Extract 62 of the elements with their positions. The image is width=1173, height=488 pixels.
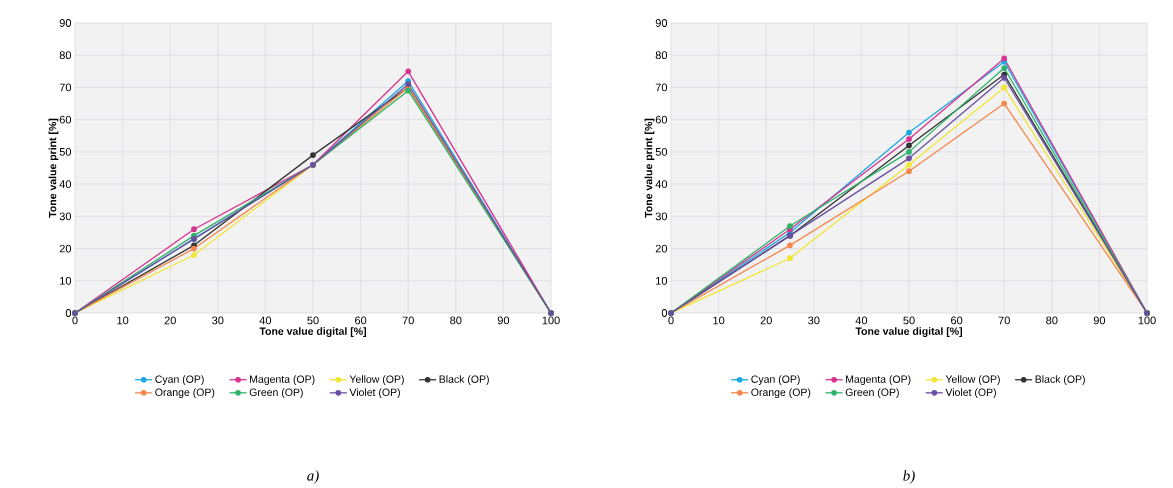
x-tick-label: 60 [355,316,367,325]
y-tick-label: 40 [655,180,668,189]
y-tick-label: 80 [59,51,72,60]
legend-label: Yellow (OP) [945,375,1000,385]
legend-label: Yellow (OP) [349,375,404,385]
x-tick-label: 100 [542,316,560,325]
x-tick-label: 90 [1093,316,1106,325]
x-tick-label: 50 [903,316,915,325]
x-axis-title: Tone value digital [%] [259,327,366,338]
legend-label: Black (OP) [1035,375,1085,385]
y-axis-title: Tone value print [%] [644,118,655,218]
legend-label: Violet (OP) [349,388,400,399]
x-tick-label: 100 [1138,316,1156,325]
y-tick-label: 50 [655,147,668,156]
x-tick-label: 90 [497,316,510,325]
y-tick-label: 90 [655,19,668,27]
x-tick-label: 30 [808,316,820,325]
y-tick-label: 0 [661,309,668,317]
y-tick-label: 70 [655,83,668,92]
legend-label: Magenta (OP) [250,375,315,385]
x-tick-label: 80 [1046,316,1058,325]
x-tick-label: 0 [72,316,78,325]
y-tick-label: 0 [65,309,72,317]
y-tick-label: 10 [656,276,668,285]
y-tick-label: 20 [655,244,668,253]
legend-label: Green (OP) [845,388,899,399]
x-tick-label: 80 [450,316,462,325]
x-tick-label: 20 [164,316,176,325]
y-tick-label: 70 [59,83,72,92]
x-tick-label: 10 [117,316,129,325]
x-tick-label: 10 [713,316,725,325]
x-tick-label: 50 [307,316,319,325]
legend-label: Magenta (OP) [846,375,911,385]
x-axis-title: Tone value digital [%] [855,327,962,338]
y-tick-label: 30 [655,212,668,221]
y-tick-label: 60 [59,115,72,124]
y-tick-label: 50 [59,147,72,156]
y-tick-label: 10 [60,276,72,285]
x-tick-label: 70 [998,316,1010,325]
x-tick-label: 40 [259,316,272,325]
legend-label: Cyan (OP) [155,375,204,385]
y-axis-title: Tone value print [%] [48,118,59,218]
text: b) [903,470,915,484]
legend-label: Violet (OP) [945,388,996,399]
x-tick-label: 40 [855,316,868,325]
y-tick-label: 20 [59,244,72,253]
x-tick-label: 70 [402,316,414,325]
y-tick-label: 60 [655,115,668,124]
x-tick-label: 60 [951,316,963,325]
y-tick-label: 80 [655,51,668,60]
y-tick-label: 40 [59,180,72,189]
x-tick-label: 30 [212,316,224,325]
y-tick-label: 30 [59,212,72,221]
legend-label: Orange (OP) [751,388,811,399]
legend-label: Orange (OP) [155,388,215,399]
x-tick-label: 20 [760,316,772,325]
y-tick-label: 90 [59,19,72,27]
x-tick-label: 0 [668,316,674,325]
legend-label: Cyan (OP) [751,375,800,385]
legend-label: Green (OP) [249,388,303,399]
legend-label: Black (OP) [439,375,489,385]
text: a) [307,470,319,484]
